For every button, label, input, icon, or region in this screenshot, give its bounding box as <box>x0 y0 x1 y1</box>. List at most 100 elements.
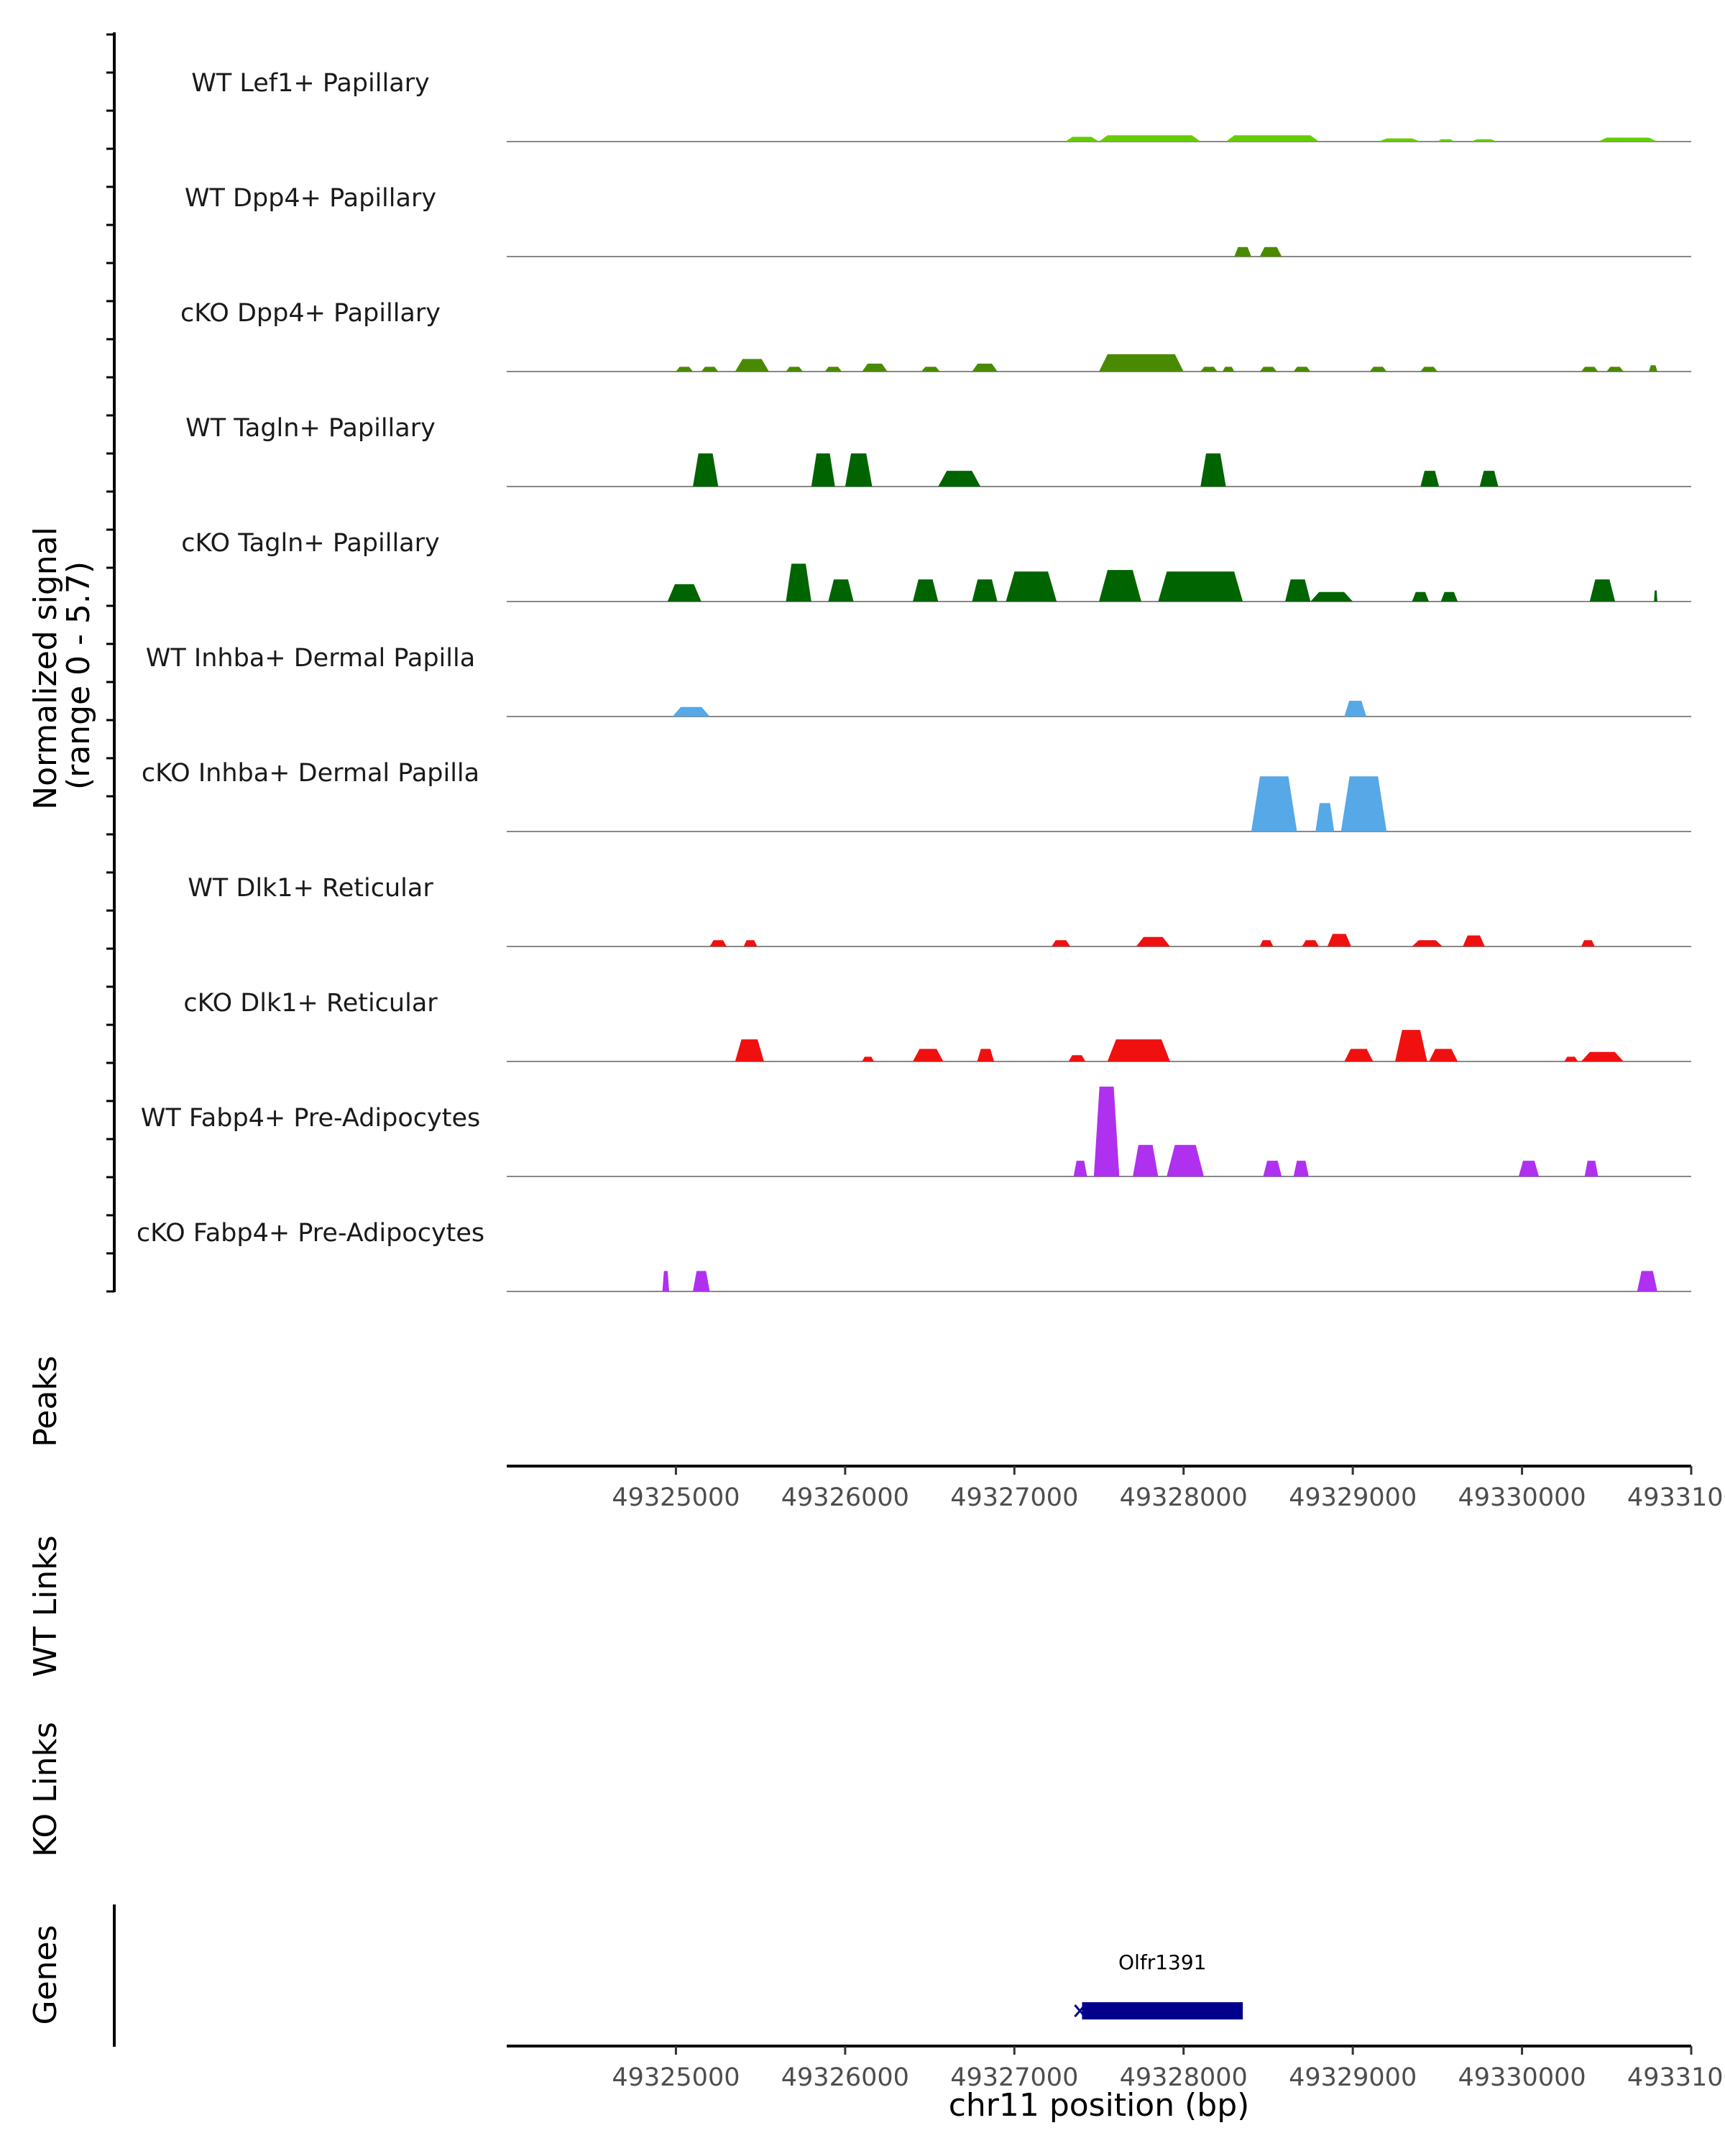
coverage-peak <box>1285 579 1311 602</box>
coverage-peak <box>1259 247 1282 257</box>
x-tick-label: 49327000 <box>950 2063 1078 2092</box>
coverage-peak <box>1073 1161 1087 1176</box>
coverage-peak <box>1099 354 1184 372</box>
coverage-peak <box>1259 940 1274 946</box>
track-label: cKO Dpp4+ Papillary <box>180 299 441 328</box>
coverage-peak <box>824 367 842 372</box>
coverage-peak <box>1581 940 1595 946</box>
coverage-tracks: WT Lef1+ Papillary WT Dpp4+ Papillary cKO … <box>137 69 1691 1292</box>
peaks-panel-title: Peaks <box>27 1355 64 1447</box>
coverage-peak <box>1315 803 1335 831</box>
coverage-peak <box>1581 367 1598 372</box>
coverage-peak <box>701 367 719 372</box>
x-axis-title: chr11 position (bp) <box>949 2087 1250 2124</box>
x-tick-label: 49331000 <box>1627 1483 1725 1512</box>
track-label: WT Dpp4+ Papillary <box>185 184 436 213</box>
coverage-peak <box>667 584 702 602</box>
track: cKO Fabp4+ Pre-Adipocytes <box>137 1219 1691 1292</box>
coverage-peak <box>1412 591 1430 602</box>
coverage-peak <box>913 579 939 602</box>
coverage-peak <box>1225 135 1320 142</box>
coverage-peak <box>1344 701 1366 717</box>
coverage-peak <box>1429 1049 1458 1061</box>
coverage-peak <box>921 367 940 372</box>
track: WT Fabp4+ Pre-Adipocytes <box>141 1087 1691 1177</box>
coverage-peak <box>735 1039 764 1061</box>
track-label: WT Tagln+ Papillary <box>185 414 436 443</box>
x-tick-label: 49330000 <box>1458 2063 1586 2092</box>
track-label: WT Lef1+ Papillary <box>191 69 430 98</box>
genes-panel: Genes Olfr1391 49325000 49326000 49327000 4… <box>27 1904 1725 2124</box>
coverage-peak <box>1310 591 1353 602</box>
gene-features: Olfr1391 <box>1074 1950 1243 2019</box>
coverage-peak <box>693 453 719 487</box>
signal-axis-range: (range 0 - 5.7) <box>60 561 97 790</box>
x-tick-label: 49328000 <box>1120 2063 1248 2092</box>
signal-axis-title: Normalized signal <box>27 527 64 810</box>
signal-y-ticks <box>106 33 114 1293</box>
coverage-peak <box>1479 471 1499 487</box>
track: WT Inhba+ Dermal Papilla <box>146 644 1691 717</box>
coverage-peak <box>913 1049 944 1061</box>
coverage-peak <box>786 563 811 602</box>
peaks-x-axis: 49325000 49326000 49327000 49328000 49329000… <box>612 1466 1725 1512</box>
coverage-peak <box>1136 936 1170 946</box>
track-label: cKO Dlk1+ Reticular <box>183 989 438 1018</box>
coverage-peak <box>693 1271 710 1291</box>
coverage-peak <box>1064 137 1099 142</box>
strand-mark <box>1074 2004 1086 2017</box>
track: cKO Dlk1+ Reticular <box>183 989 1691 1062</box>
track: WT Dlk1+ Reticular <box>188 874 1691 947</box>
coverage-peak <box>828 579 854 602</box>
coverage-peak <box>1420 471 1440 487</box>
peaks-panel: Peaks 49325000 49326000 49327000 49328000 49… <box>27 1355 1725 1512</box>
genes-panel-title: Genes <box>27 1925 64 2024</box>
coverage-peak <box>845 453 873 487</box>
coverage-peak <box>1344 1049 1374 1061</box>
signal-panel: Normalized signal (range 0 - 5.7) WT Lef… <box>27 32 1691 1293</box>
coverage-peak <box>735 359 769 372</box>
coverage-peak <box>1263 1161 1282 1176</box>
coverage-peak <box>1654 590 1657 602</box>
coverage-peak <box>1518 1161 1540 1176</box>
coverage-peak <box>1581 1051 1624 1061</box>
coverage-peak <box>972 364 998 372</box>
coverage-peak <box>1395 1030 1427 1061</box>
track: cKO Tagln+ Papillary <box>181 529 1691 602</box>
coverage-peak <box>1302 940 1320 946</box>
track: cKO Dpp4+ Papillary <box>180 299 1691 372</box>
coverage-peak <box>1564 1056 1578 1061</box>
coverage-peak <box>1420 367 1438 372</box>
x-tick-label: 49327000 <box>950 1483 1078 1512</box>
coverage-peak <box>1158 571 1243 602</box>
track: WT Lef1+ Papillary <box>191 69 1691 142</box>
coverage-peak <box>1133 1145 1159 1176</box>
x-tick-label: 49325000 <box>612 1483 740 1512</box>
coverage-peak <box>1437 139 1455 142</box>
coverage-peak <box>662 1271 669 1291</box>
track-label: cKO Fabp4+ Pre-Adipocytes <box>137 1219 484 1248</box>
coverage-peak <box>1200 367 1218 372</box>
coverage-peak <box>1327 934 1351 946</box>
track: WT Dpp4+ Papillary <box>185 184 1691 257</box>
coverage-peak <box>1093 1087 1120 1176</box>
coverage-peak <box>1589 579 1616 602</box>
coverage-peak <box>977 1049 994 1061</box>
coverage-peak <box>1369 367 1387 372</box>
coverage-peak <box>676 367 693 372</box>
x-tick-label: 49329000 <box>1289 2063 1417 2092</box>
coverage-peak <box>1006 571 1057 602</box>
coverage-peak <box>1222 367 1235 372</box>
coverage-peak <box>672 706 710 717</box>
coverage-peak <box>1598 137 1657 142</box>
coverage-peak <box>1293 1161 1309 1176</box>
coverage-peak <box>1167 1145 1204 1176</box>
coverage-peak <box>1463 935 1485 946</box>
coverage-peak <box>938 471 981 487</box>
coverage-peak <box>1340 776 1387 831</box>
coverage-peak <box>1234 247 1251 257</box>
coverage-peak <box>1200 453 1226 487</box>
gene: Olfr1391 <box>1074 1950 1243 2019</box>
track-label: WT Fabp4+ Pre-Adipocytes <box>141 1104 480 1133</box>
